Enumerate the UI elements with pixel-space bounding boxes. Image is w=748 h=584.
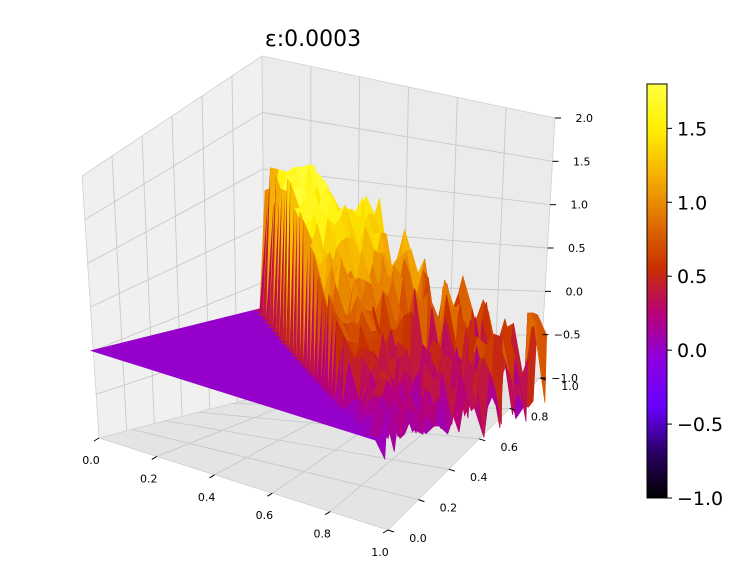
- colorbar-tick-label: 1.0: [677, 192, 707, 214]
- x-tick-mark: [324, 511, 331, 516]
- y-tick-mark: [509, 407, 516, 411]
- colorbar-tick-label: −1.0: [677, 488, 723, 510]
- x-tick-label: 0.8: [313, 528, 331, 541]
- y-tick-label: 0.0: [409, 532, 427, 545]
- x-tick-label: 0.2: [140, 472, 158, 485]
- gridline-floor-x: [165, 420, 449, 470]
- y-tick-mark: [479, 438, 486, 442]
- z-tick-label: 0.5: [568, 242, 586, 255]
- colorbar-tick-label: 0.0: [677, 340, 707, 362]
- y-tick-mark: [448, 468, 455, 472]
- x-axis-ticks: 0.0 0.2 0.4 0.6 0.8 1.0: [82, 437, 389, 559]
- axes-3d: 0.0 0.2 0.4 0.6 0.8 1.0 0.0 0.2 0.4 0.6 0.8 1.0 −1…: [81, 55, 593, 559]
- z-tick-label: 0.0: [566, 285, 584, 298]
- surface-mesh: [89, 164, 548, 461]
- x-tick-label: 1.0: [371, 546, 389, 559]
- x-tick-mark: [209, 474, 215, 479]
- surface-cell: [374, 411, 388, 461]
- y-axis-ticks: 0.0 0.2 0.4 0.6 0.8 1.0: [387, 377, 579, 545]
- z-tick-label: −1.0: [551, 372, 578, 385]
- y-tick-mark: [418, 499, 425, 503]
- z-tick-label: 1.5: [573, 155, 591, 168]
- y-tick-label: 1.0: [561, 380, 579, 393]
- x-tick-mark: [151, 455, 158, 460]
- y-tick-label: 0.6: [500, 441, 518, 454]
- colorbar-tick-label: 1.5: [677, 118, 707, 140]
- x-tick-label: 0.4: [198, 491, 216, 504]
- y-tick-mark: [387, 529, 395, 533]
- y-tick-label: 0.8: [531, 410, 549, 423]
- x-tick-mark: [267, 492, 273, 497]
- y-tick-label: 0.4: [470, 471, 488, 484]
- colorbar-ticks: 1.5 1.0 0.5 0.0 −0.5 −1.0: [667, 118, 723, 510]
- x-tick-label: 0.6: [256, 509, 274, 522]
- y-tick-label: 0.2: [440, 502, 458, 515]
- gridline-floor-x: [132, 428, 419, 501]
- colorbar-tick-label: 0.5: [677, 266, 707, 288]
- z-tick-label: 1.0: [571, 199, 589, 212]
- z-tick-label: −0.5: [554, 329, 581, 342]
- z-tick-label: 2.0: [576, 112, 594, 125]
- x-tick-label: 0.0: [82, 454, 100, 467]
- x-tick-mark: [93, 437, 100, 442]
- colorbar-bar: [646, 83, 668, 499]
- chart-title: ε:0.0003: [265, 27, 361, 52]
- colorbar: 1.5 1.0 0.5 0.0 −0.5 −1.0: [646, 83, 723, 510]
- colorbar-tick-label: −0.5: [677, 414, 723, 436]
- z-axis-ticks: −1.0 −0.5 0.0 0.5 1.0 1.5 2.0: [540, 112, 593, 385]
- x-tick-mark: [382, 529, 389, 534]
